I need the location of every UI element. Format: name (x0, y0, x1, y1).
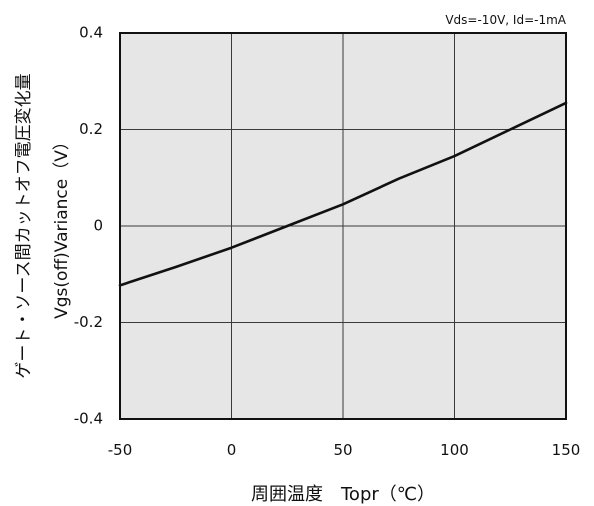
series-layer (118, 101, 568, 287)
y-axis-label-line-2: Vgs(off)Variance（V） (52, 133, 72, 319)
condition-annotation: Vds=-10V, Id=-1mA (445, 13, 566, 27)
x-tick-label: 100 (440, 441, 469, 459)
x-axis-label: 周囲温度 Topr（℃） (251, 484, 435, 505)
x-tick-label: 50 (333, 441, 352, 459)
x-tick-label: 0 (227, 441, 237, 459)
y-axis-label-line-1: ゲート・ソース間カットオフ電圧変化量 (14, 73, 34, 378)
y-tick-label: -0.4 (74, 410, 103, 428)
y-tick-label: -0.2 (74, 313, 103, 331)
y-tick-label: 0 (93, 217, 103, 235)
x-tick-label: 150 (552, 441, 581, 459)
y-tick-label: 0.2 (79, 120, 103, 138)
plot-frame (119, 32, 567, 420)
x-tick-label: -50 (108, 441, 133, 459)
tick-labels: -50 0 50 100 150 0.4 0.2 0 -0.2 -0.4 (74, 24, 581, 460)
series-line (118, 101, 568, 287)
y-tick-label: 0.4 (79, 24, 103, 42)
